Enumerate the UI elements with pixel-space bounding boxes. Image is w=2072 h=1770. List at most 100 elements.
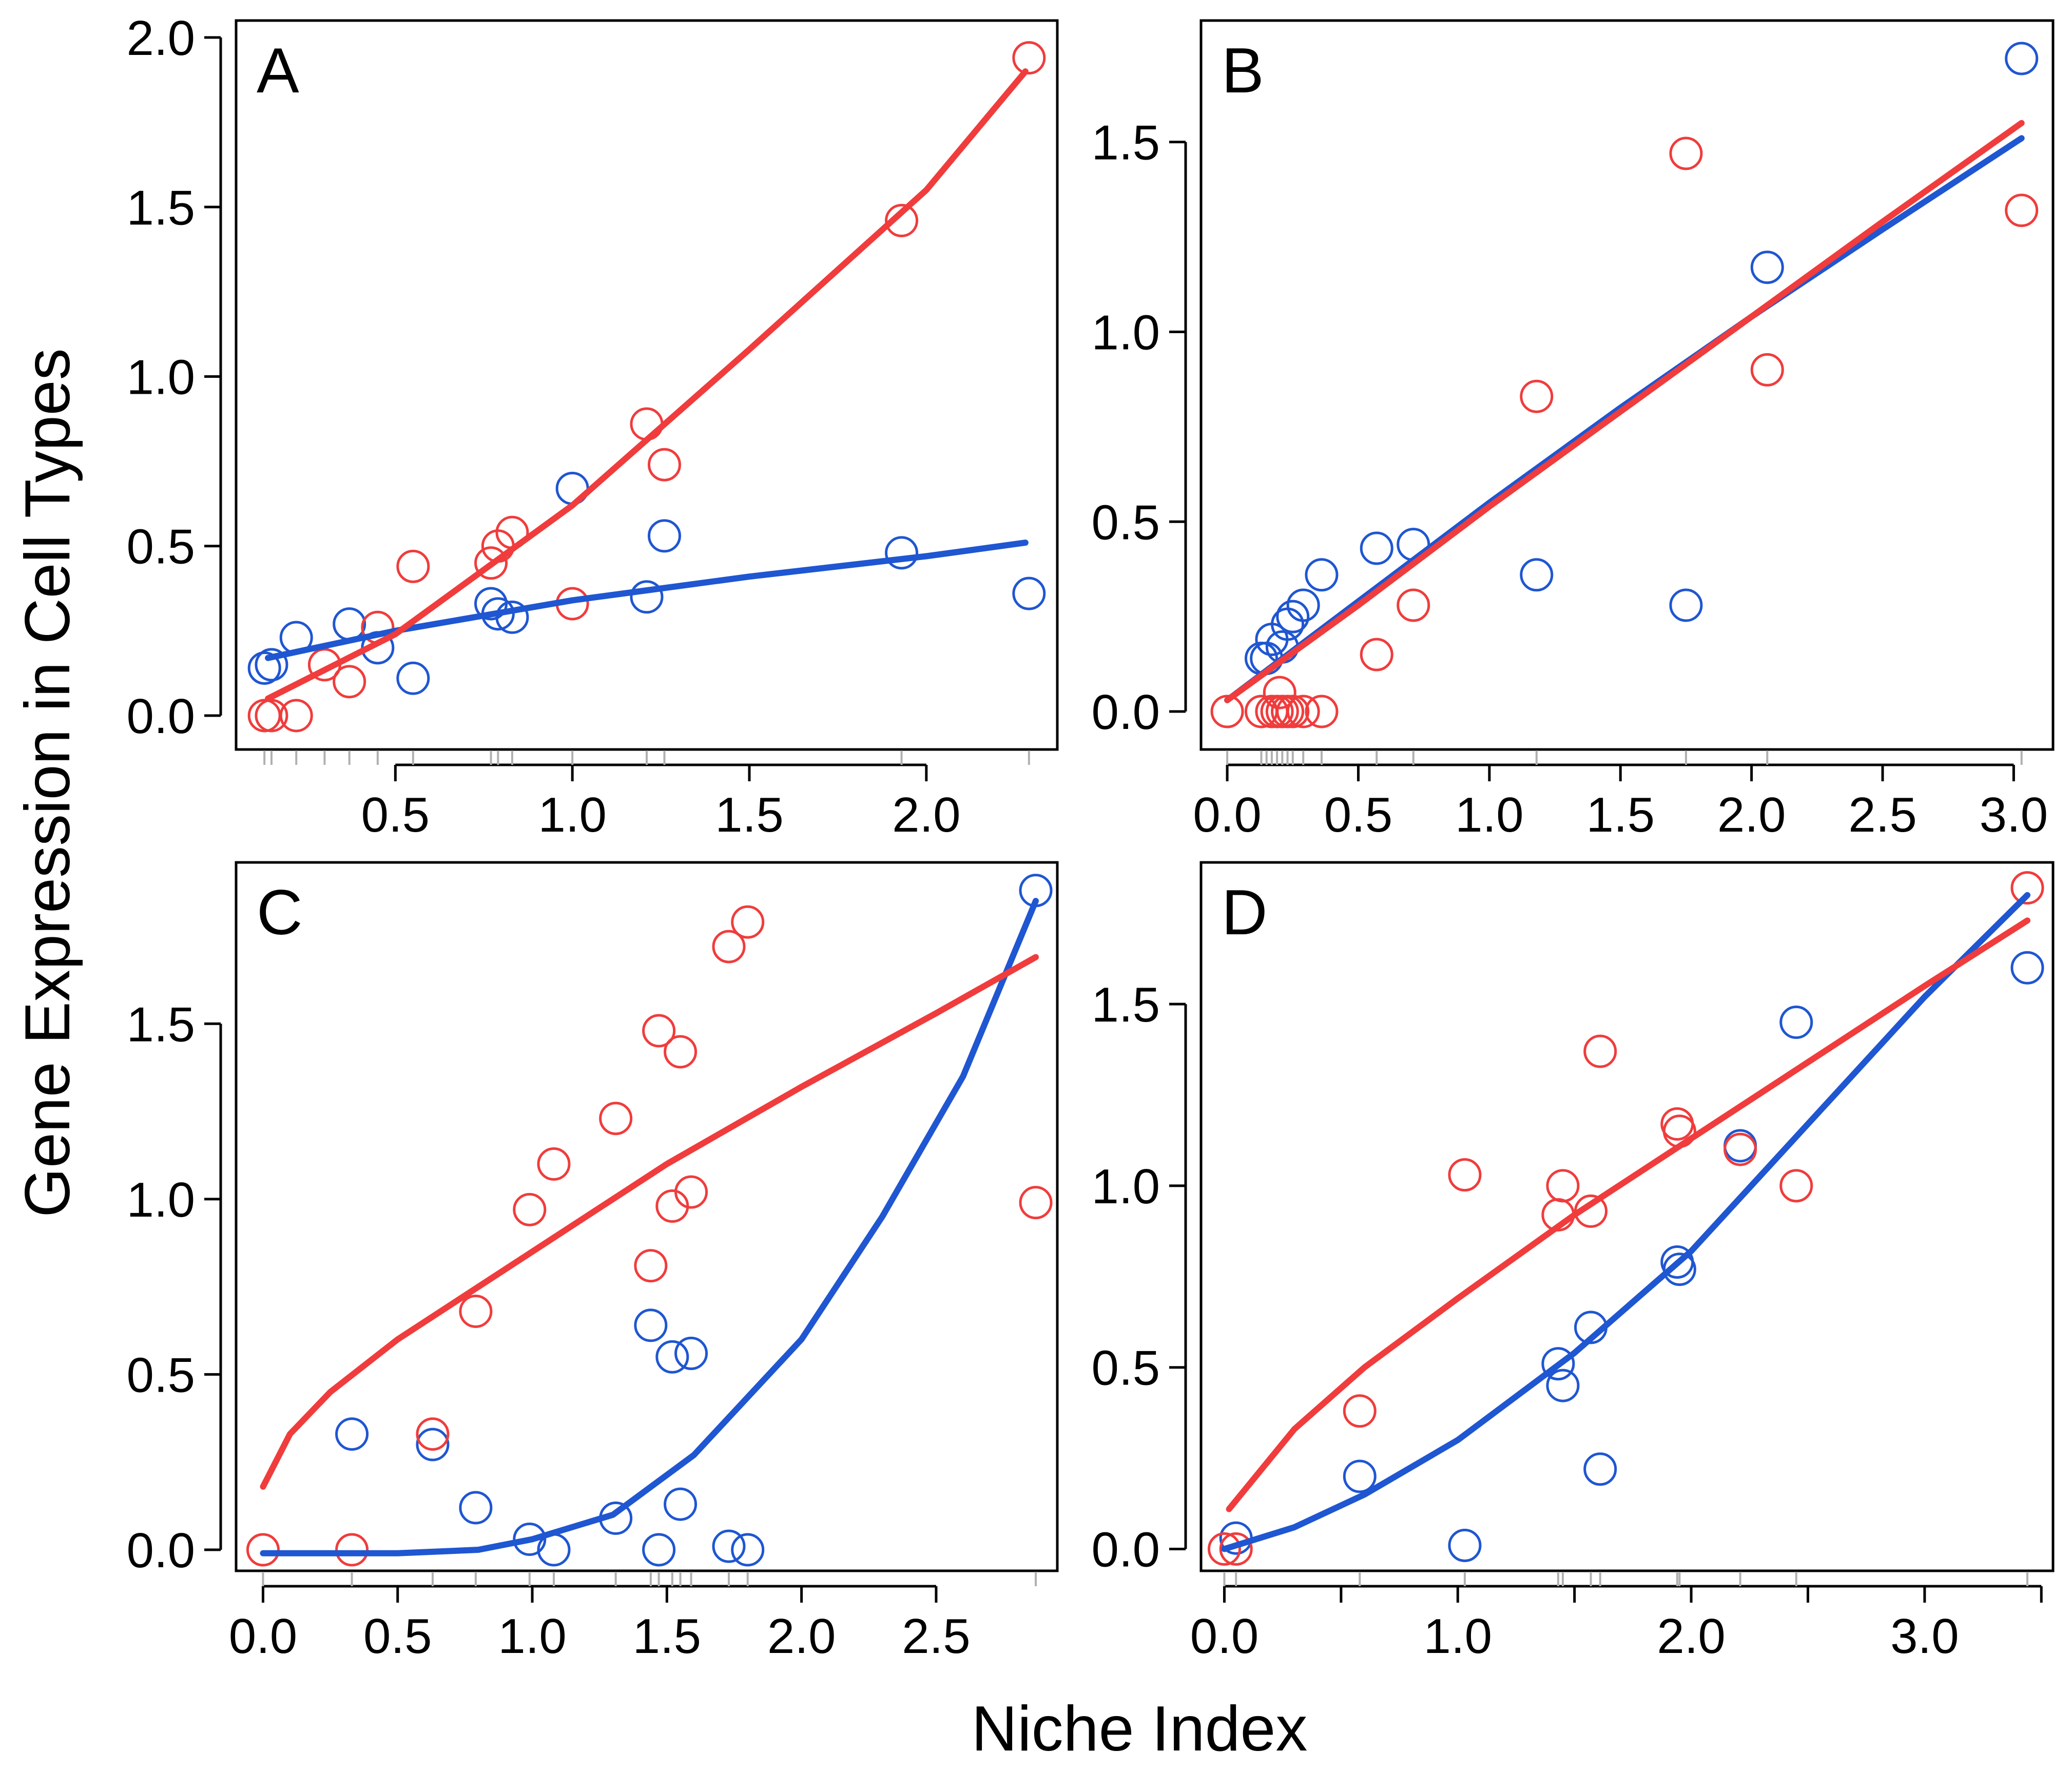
blue-point-a-1 [255,648,288,682]
y-tick-label-a-1: 0.5 [127,520,195,574]
y-tick-label-c-2: 1.0 [127,1172,195,1227]
blue-point-b-12 [1750,251,1784,284]
red-point-c-13 [731,905,765,939]
x-tick-label-a-3: 2.0 [892,787,960,842]
x-tick-label-c-5: 2.5 [902,1609,970,1664]
red-point-b-10 [1360,638,1393,671]
red-fit-line-a [265,68,1029,702]
panel-label-a: A [257,35,299,106]
red-point-c-8 [642,1014,676,1048]
x-tick-label-b-2: 1.0 [1455,787,1523,842]
blue-point-d-6 [1583,1452,1617,1486]
blue-point-a-5 [396,661,430,695]
blue-point-b-10 [1520,558,1554,592]
blue-point-d-11 [2010,951,2044,985]
red-point-d-7 [1583,1034,1617,1068]
blue-point-b-6 [1286,588,1320,622]
y-tick-label-d-1: 0.5 [1092,1341,1160,1396]
red-point-c-5 [537,1147,571,1181]
red-point-c-1 [335,1533,369,1567]
x-tick-label-b-0: 0.0 [1193,787,1261,842]
panel-a: 0.5 1.0 1.5 2.0 0.0 0.5 1.0 1.5 2.0 A [127,11,1059,842]
red-point-d-2 [1343,1394,1377,1428]
blue-point-c-0 [335,1417,369,1451]
blue-point-d-2 [1448,1528,1482,1562]
red-point-c-2 [416,1417,450,1451]
y-tick-label-a-2: 1.0 [127,350,195,405]
red-point-d-10 [1724,1132,1757,1166]
x-tick-label-a-0: 0.5 [361,787,430,842]
x-tick-label-d-0: 0.0 [1190,1609,1258,1664]
x-tick-label-a-1: 1.0 [538,787,606,842]
panel-label-d: D [1222,877,1268,948]
red-point-c-0 [246,1533,280,1567]
y-tick-label-b-2: 1.0 [1092,305,1160,360]
red-point-d-11 [1779,1169,1813,1203]
blue-point-a-8 [495,600,529,634]
blue-point-b-8 [1360,531,1393,565]
plot-frame-b [1199,19,2055,751]
blue-point-b-11 [1669,588,1703,622]
red-point-c-14 [1019,1186,1053,1220]
blue-fit-line-a [265,540,1029,661]
x-tick-label-b-5: 2.5 [1848,787,1916,842]
x-tick-label-c-2: 1.0 [498,1609,566,1664]
red-point-c-6 [599,1102,633,1136]
panel-label-b: B [1222,35,1264,106]
red-point-b-12 [1520,379,1554,413]
red-point-a-1 [255,699,288,733]
y-tick-label-d-3: 1.5 [1092,977,1160,1032]
red-point-c-10 [664,1035,698,1069]
blue-point-c-2 [459,1491,493,1525]
blue-point-d-4 [1546,1369,1580,1402]
blue-point-c-6 [634,1309,668,1342]
y-tick-label-a-3: 1.5 [127,180,195,235]
blue-point-d-3 [1541,1347,1575,1381]
red-point-a-0 [247,699,281,733]
red-point-c-12 [712,930,746,964]
x-tick-label-c-3: 1.5 [633,1609,701,1664]
blue-point-d-10 [1779,1005,1813,1039]
red-point-c-4 [513,1192,547,1226]
blue-point-c-11 [712,1529,746,1563]
y-axis-title: Gene Expression in Cell Types [12,348,83,1217]
y-tick-label-c-1: 0.5 [127,1348,195,1402]
red-point-c-11 [674,1175,708,1209]
plot-frame-c [235,861,1059,1572]
x-tick-label-b-1: 0.5 [1324,787,1392,842]
blue-fit-line-c [260,898,1039,1556]
x-axis-title: Niche Index [972,1694,1308,1764]
x-tick-label-c-1: 0.5 [363,1609,432,1664]
plot-frame-d [1199,861,2055,1572]
blue-point-a-10 [630,580,664,614]
blue-point-a-11 [647,519,681,553]
x-tick-label-d-4: 2.0 [1657,1609,1725,1664]
red-point-c-3 [459,1294,493,1328]
y-tick-label-b-0: 0.0 [1092,685,1160,740]
x-tick-label-d-2: 1.0 [1424,1609,1492,1664]
y-tick-label-a-4: 2.0 [127,11,195,66]
y-tick-label-d-2: 1.0 [1092,1159,1160,1214]
red-fit-line-d [1226,917,2030,1512]
blue-point-c-3 [513,1523,547,1556]
x-tick-label-b-3: 1.5 [1586,787,1655,842]
x-tick-label-b-4: 2.0 [1717,787,1786,842]
y-tick-label-a-0: 0.0 [127,689,195,744]
red-point-b-6 [1276,695,1310,728]
blue-point-c-10 [674,1336,708,1370]
blue-point-c-8 [655,1340,689,1374]
blue-point-b-5 [1276,600,1310,633]
panel-d: 0.0 1.0 2.0 3.0 0.0 0.5 1.0 1.5 D [1092,861,2055,1664]
blue-point-a-3 [333,607,366,641]
red-point-a-6 [396,549,430,583]
red-point-d-12 [2010,871,2044,905]
red-point-b-13 [1669,137,1703,170]
blue-point-a-12 [885,536,919,570]
red-point-a-2 [279,699,313,733]
red-point-b-8 [1305,695,1339,728]
red-point-b-11 [1397,588,1430,622]
blue-point-c-1 [416,1428,450,1461]
panel-b: 0.0 0.5 1.0 1.5 2.0 2.5 3.0 0.0 0.5 1.0 1.5 B [1092,19,2055,842]
red-point-a-7 [474,546,508,580]
